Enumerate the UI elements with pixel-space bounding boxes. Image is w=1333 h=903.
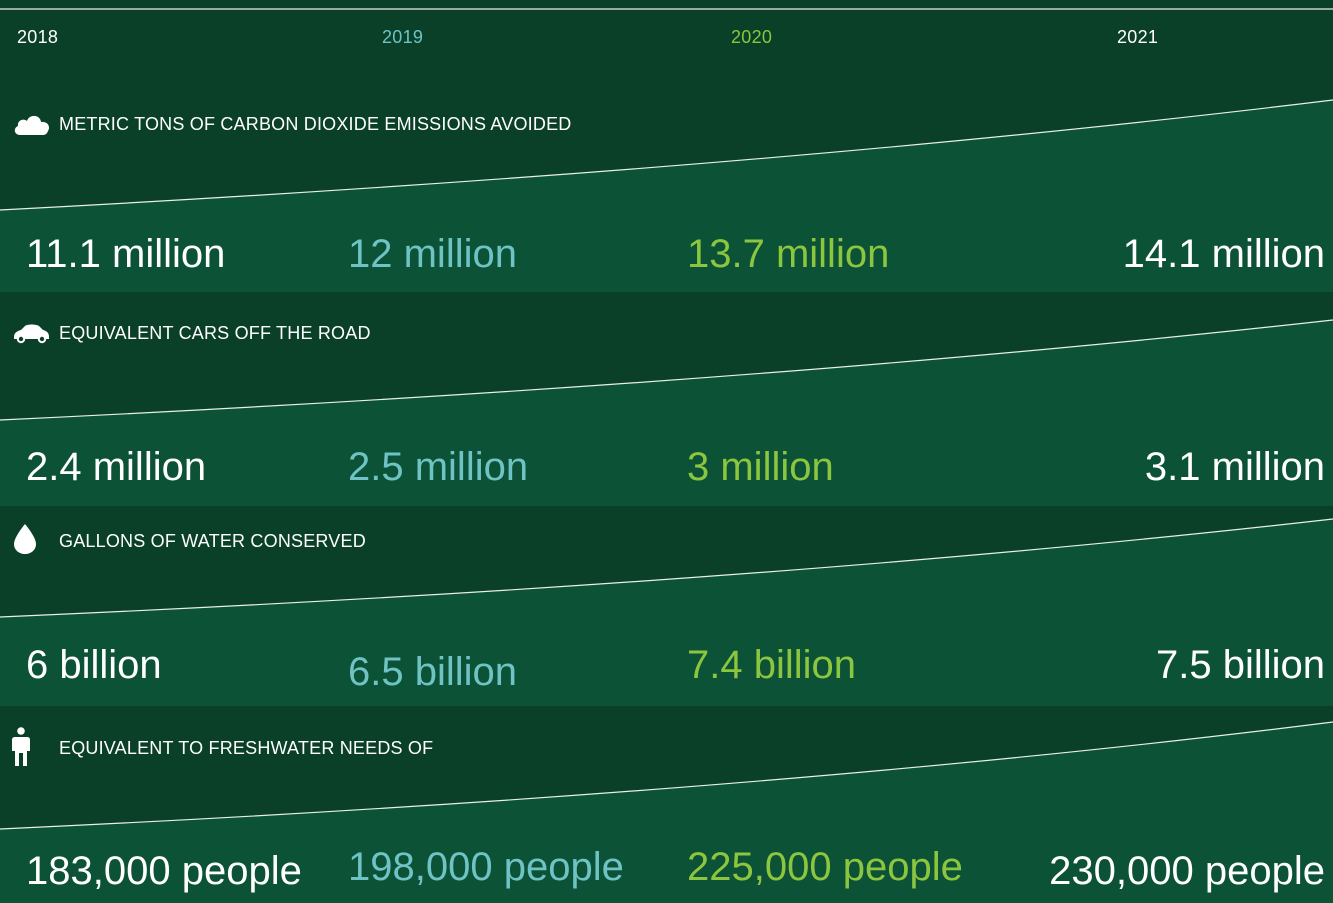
- value-cell: 225,000 people: [687, 845, 963, 889]
- value-cell: 6 billion: [26, 643, 162, 687]
- value-cell: 3 million: [687, 445, 834, 489]
- band-fill-0: [0, 100, 1333, 292]
- value-cell: 2.5 million: [348, 445, 529, 489]
- cloud-icon: [14, 115, 50, 135]
- row-label-co2: METRIC TONS OF CARBON DIOXIDE EMISSIONS …: [59, 114, 572, 134]
- year-2020: 2020: [731, 27, 773, 47]
- band-curve-2: [0, 518, 1333, 618]
- year-strip: [0, 0, 1333, 100]
- value-cell: 2.4 million: [26, 445, 207, 489]
- value-cell: 7.5 billion: [1155, 643, 1325, 687]
- value-cell: 198,000 people: [348, 845, 624, 889]
- band-curve-3: [0, 721, 1333, 830]
- value-cell: 11.1 million: [26, 232, 226, 276]
- car-icon: [14, 324, 49, 344]
- water-drop-icon: [14, 524, 36, 554]
- year-2021: 2021: [1117, 27, 1159, 47]
- row-label-water: GALLONS OF WATER CONSERVED: [59, 531, 366, 551]
- row-label-people: EQUIVALENT TO FRESHWATER NEEDS OF: [59, 738, 434, 758]
- value-cell: 14.1 million: [1122, 232, 1325, 276]
- band-curve-1: [0, 319, 1333, 421]
- value-cell: 13.7 million: [687, 232, 890, 276]
- value-cell: 7.4 billion: [687, 643, 857, 687]
- value-cell: 183,000 people: [26, 849, 302, 893]
- value-cell: 3.1 million: [1144, 445, 1325, 489]
- value-cell: 230,000 people: [1049, 849, 1325, 893]
- year-2019: 2019: [382, 27, 424, 47]
- person-icon: [12, 727, 30, 766]
- band-fill-1: [0, 320, 1333, 506]
- value-cell: 12 million: [348, 232, 517, 276]
- row-label-cars: EQUIVALENT CARS OFF THE ROAD: [59, 323, 371, 343]
- band-fill-2: [0, 519, 1333, 706]
- band-curve-0: [0, 99, 1333, 211]
- band-fill-3: [0, 722, 1333, 903]
- year-2018: 2018: [17, 27, 59, 47]
- value-cell: 6.5 billion: [348, 650, 518, 694]
